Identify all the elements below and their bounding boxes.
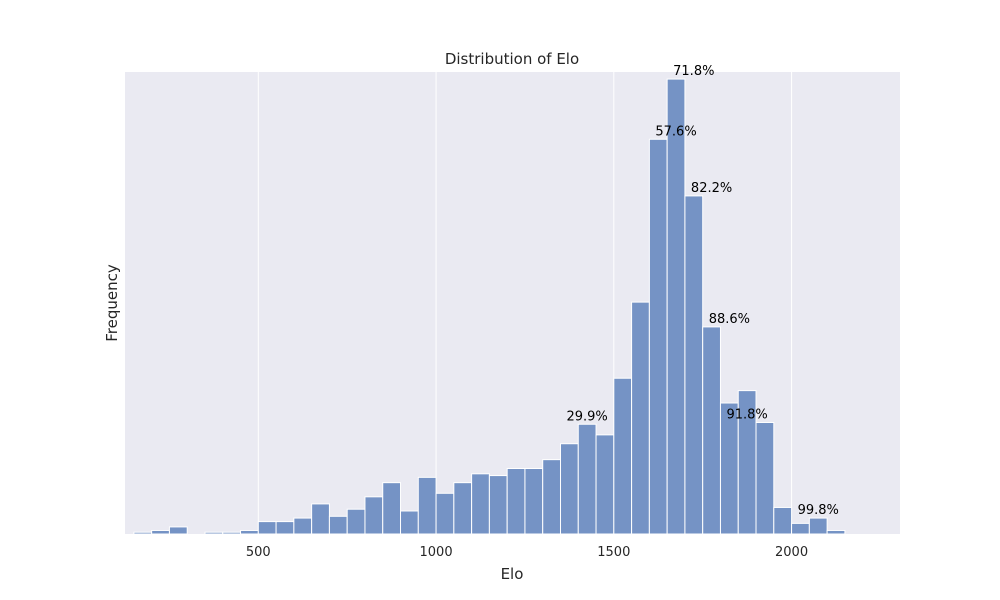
histogram-bar <box>311 503 330 535</box>
gridlines <box>257 72 793 534</box>
chart-title: Distribution of Elo <box>445 50 579 68</box>
percent-annotation: 82.2% <box>691 181 732 196</box>
plot-area <box>125 72 900 534</box>
histogram-bar <box>542 459 561 535</box>
histogram-bar <box>791 522 810 535</box>
histogram-bar <box>328 515 348 535</box>
histogram-bar <box>488 475 508 535</box>
histogram-bar <box>808 517 828 535</box>
percent-annotations: 29.9% 57.6% 71.8% 82.2% 88.6% 91.8% 99.8% <box>566 64 838 518</box>
percent-annotation: 71.8% <box>673 64 714 79</box>
histogram-bar <box>666 78 686 535</box>
histogram-bar <box>471 473 490 535</box>
histogram-bar <box>168 526 188 535</box>
histogram-bar <box>506 468 526 535</box>
histogram-bar <box>773 506 793 535</box>
x-tick-label: 2000 <box>775 545 808 560</box>
histogram-bar <box>240 529 259 535</box>
histogram-bar <box>631 301 650 535</box>
percent-annotation: 91.8% <box>726 407 767 422</box>
x-tick-label: 1000 <box>420 545 453 560</box>
percent-annotation: 88.6% <box>709 312 750 327</box>
histogram-bar <box>595 434 615 535</box>
histogram-bar <box>648 138 668 535</box>
x-axis-ticks: 500 1000 1500 2000 <box>246 545 808 560</box>
histogram-bar <box>400 510 419 535</box>
x-tick-label: 500 <box>246 545 271 560</box>
histogram-bar <box>275 521 295 535</box>
histogram-bar <box>719 402 739 535</box>
histogram-bar <box>755 421 775 535</box>
histogram-bar <box>435 492 455 535</box>
histogram-bar <box>222 531 242 535</box>
histogram-bar <box>364 496 384 535</box>
histogram-bar <box>684 195 704 535</box>
histogram-bar <box>151 529 170 535</box>
x-axis-label: Elo <box>501 565 524 583</box>
histogram-bar <box>577 423 597 535</box>
histogram-bar <box>453 482 473 535</box>
histogram-bar <box>133 531 153 535</box>
y-axis-label: Frequency <box>103 264 121 342</box>
histogram-bar <box>257 521 277 535</box>
x-tick-label: 1500 <box>597 545 630 560</box>
histogram-bar <box>702 326 721 535</box>
histogram-bar <box>382 482 402 535</box>
histogram-bar <box>613 377 633 535</box>
histogram-bar <box>204 531 224 535</box>
percent-annotation: 29.9% <box>566 409 607 424</box>
histogram-bars <box>133 78 846 535</box>
percent-annotation: 57.6% <box>655 124 696 139</box>
histogram-bar <box>417 476 437 535</box>
histogram-bar <box>346 508 366 535</box>
histogram-bar <box>826 529 846 535</box>
histogram-bar <box>559 443 579 535</box>
percent-annotation: 99.8% <box>798 503 839 518</box>
histogram-bar <box>524 468 544 535</box>
histogram-bar <box>293 517 313 535</box>
